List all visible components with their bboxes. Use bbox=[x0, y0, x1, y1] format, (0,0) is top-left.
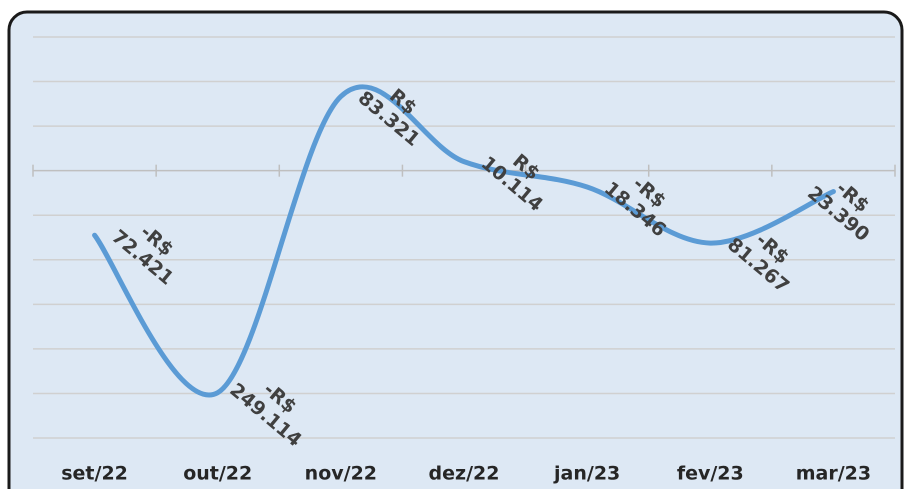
line bbox=[92, 84, 836, 398]
x-tick-label: set/22 bbox=[61, 463, 128, 485]
x-tick-label: dez/22 bbox=[429, 463, 500, 485]
x-tick-label: jan/23 bbox=[553, 463, 620, 485]
x-tick-label: mar/23 bbox=[796, 463, 871, 485]
x-tick-label: fev/23 bbox=[677, 463, 744, 485]
x-tick-label: out/22 bbox=[183, 463, 252, 485]
x-tick-label: nov/22 bbox=[305, 463, 377, 485]
